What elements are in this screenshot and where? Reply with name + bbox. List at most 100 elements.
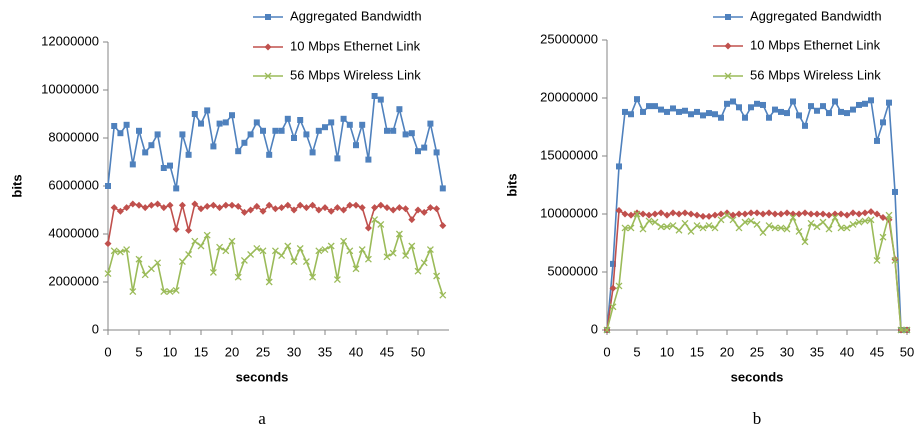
x-tick-label: 35 (318, 344, 332, 359)
marker (178, 201, 186, 209)
marker (291, 135, 297, 141)
marker (136, 127, 142, 134)
marker (340, 237, 348, 245)
marker (185, 226, 193, 234)
marker (203, 231, 211, 239)
marker (309, 201, 317, 209)
marker (849, 209, 857, 217)
marker (154, 259, 162, 267)
marker (191, 111, 198, 117)
marker (135, 201, 143, 209)
marker (203, 202, 211, 210)
series-line (107, 218, 444, 296)
marker (278, 127, 285, 134)
marker (147, 265, 155, 273)
marker (699, 212, 707, 220)
marker (389, 206, 397, 214)
legend-label: 56 Mbps Wireless Link (290, 67, 421, 82)
marker (807, 219, 815, 227)
marker (820, 103, 826, 110)
marker (433, 149, 440, 156)
y-tick-label: 15000000 (540, 147, 598, 162)
marker (296, 201, 304, 209)
marker (129, 288, 137, 296)
marker (802, 122, 808, 129)
marker (747, 209, 755, 217)
marker (861, 209, 869, 217)
marker (873, 210, 881, 218)
marker (104, 240, 112, 248)
marker (748, 104, 754, 111)
marker (801, 238, 809, 246)
marker (862, 100, 868, 107)
legend-marker (265, 14, 271, 20)
marker (742, 114, 748, 121)
series-line (606, 211, 907, 331)
marker (340, 206, 348, 214)
marker (247, 250, 255, 258)
y-tick-label: 4000000 (48, 225, 99, 240)
marker (266, 151, 273, 158)
x-tick-label: 25 (750, 344, 764, 359)
marker (240, 256, 248, 264)
marker (729, 216, 737, 224)
x-tick-label: 0 (603, 344, 610, 359)
marker (426, 246, 434, 254)
marker (297, 117, 304, 123)
marker (129, 161, 136, 168)
marker (129, 200, 137, 208)
marker (439, 222, 447, 230)
x-tick-label: 0 (104, 344, 111, 359)
marker (609, 284, 617, 292)
marker (420, 208, 428, 216)
legend-marker (724, 42, 732, 50)
marker (321, 204, 329, 212)
legend-marker (725, 14, 731, 20)
marker (825, 225, 833, 233)
marker (669, 222, 677, 230)
marker (346, 201, 354, 209)
marker (718, 114, 724, 121)
marker (621, 224, 629, 232)
marker (229, 112, 235, 119)
marker (389, 249, 397, 257)
marker (328, 119, 335, 126)
marker (284, 115, 291, 122)
series-markers (104, 216, 447, 299)
marker (826, 110, 832, 117)
marker (154, 131, 161, 138)
marker (172, 286, 180, 294)
caption: b (753, 409, 762, 428)
marker (123, 121, 130, 128)
series-markers (603, 207, 911, 334)
marker (148, 142, 155, 149)
marker (414, 206, 422, 214)
marker (352, 265, 360, 273)
marker (340, 115, 347, 122)
marker (616, 163, 622, 170)
marker (408, 130, 415, 137)
legend-label: 56 Mbps Wireless Link (750, 67, 881, 82)
marker (135, 255, 143, 263)
y-tick-label: 8000000 (48, 129, 99, 144)
x-tick-label: 50 (411, 344, 425, 359)
marker (855, 218, 863, 226)
series-line (606, 209, 907, 331)
marker (652, 103, 658, 110)
y-tick-label: 0 (591, 321, 598, 336)
marker (843, 211, 851, 219)
marker (705, 212, 713, 220)
marker (663, 223, 671, 231)
legend-label: 10 Mbps Ethernet Link (290, 38, 421, 53)
x-tick-label: 5 (135, 344, 142, 359)
marker (717, 210, 725, 218)
marker (346, 247, 354, 255)
marker (730, 98, 736, 105)
marker (795, 210, 803, 218)
marker (247, 206, 255, 214)
marker (706, 110, 712, 117)
marker (160, 288, 168, 296)
x-tick-label: 45 (380, 344, 394, 359)
marker (364, 224, 372, 232)
marker (675, 210, 683, 218)
